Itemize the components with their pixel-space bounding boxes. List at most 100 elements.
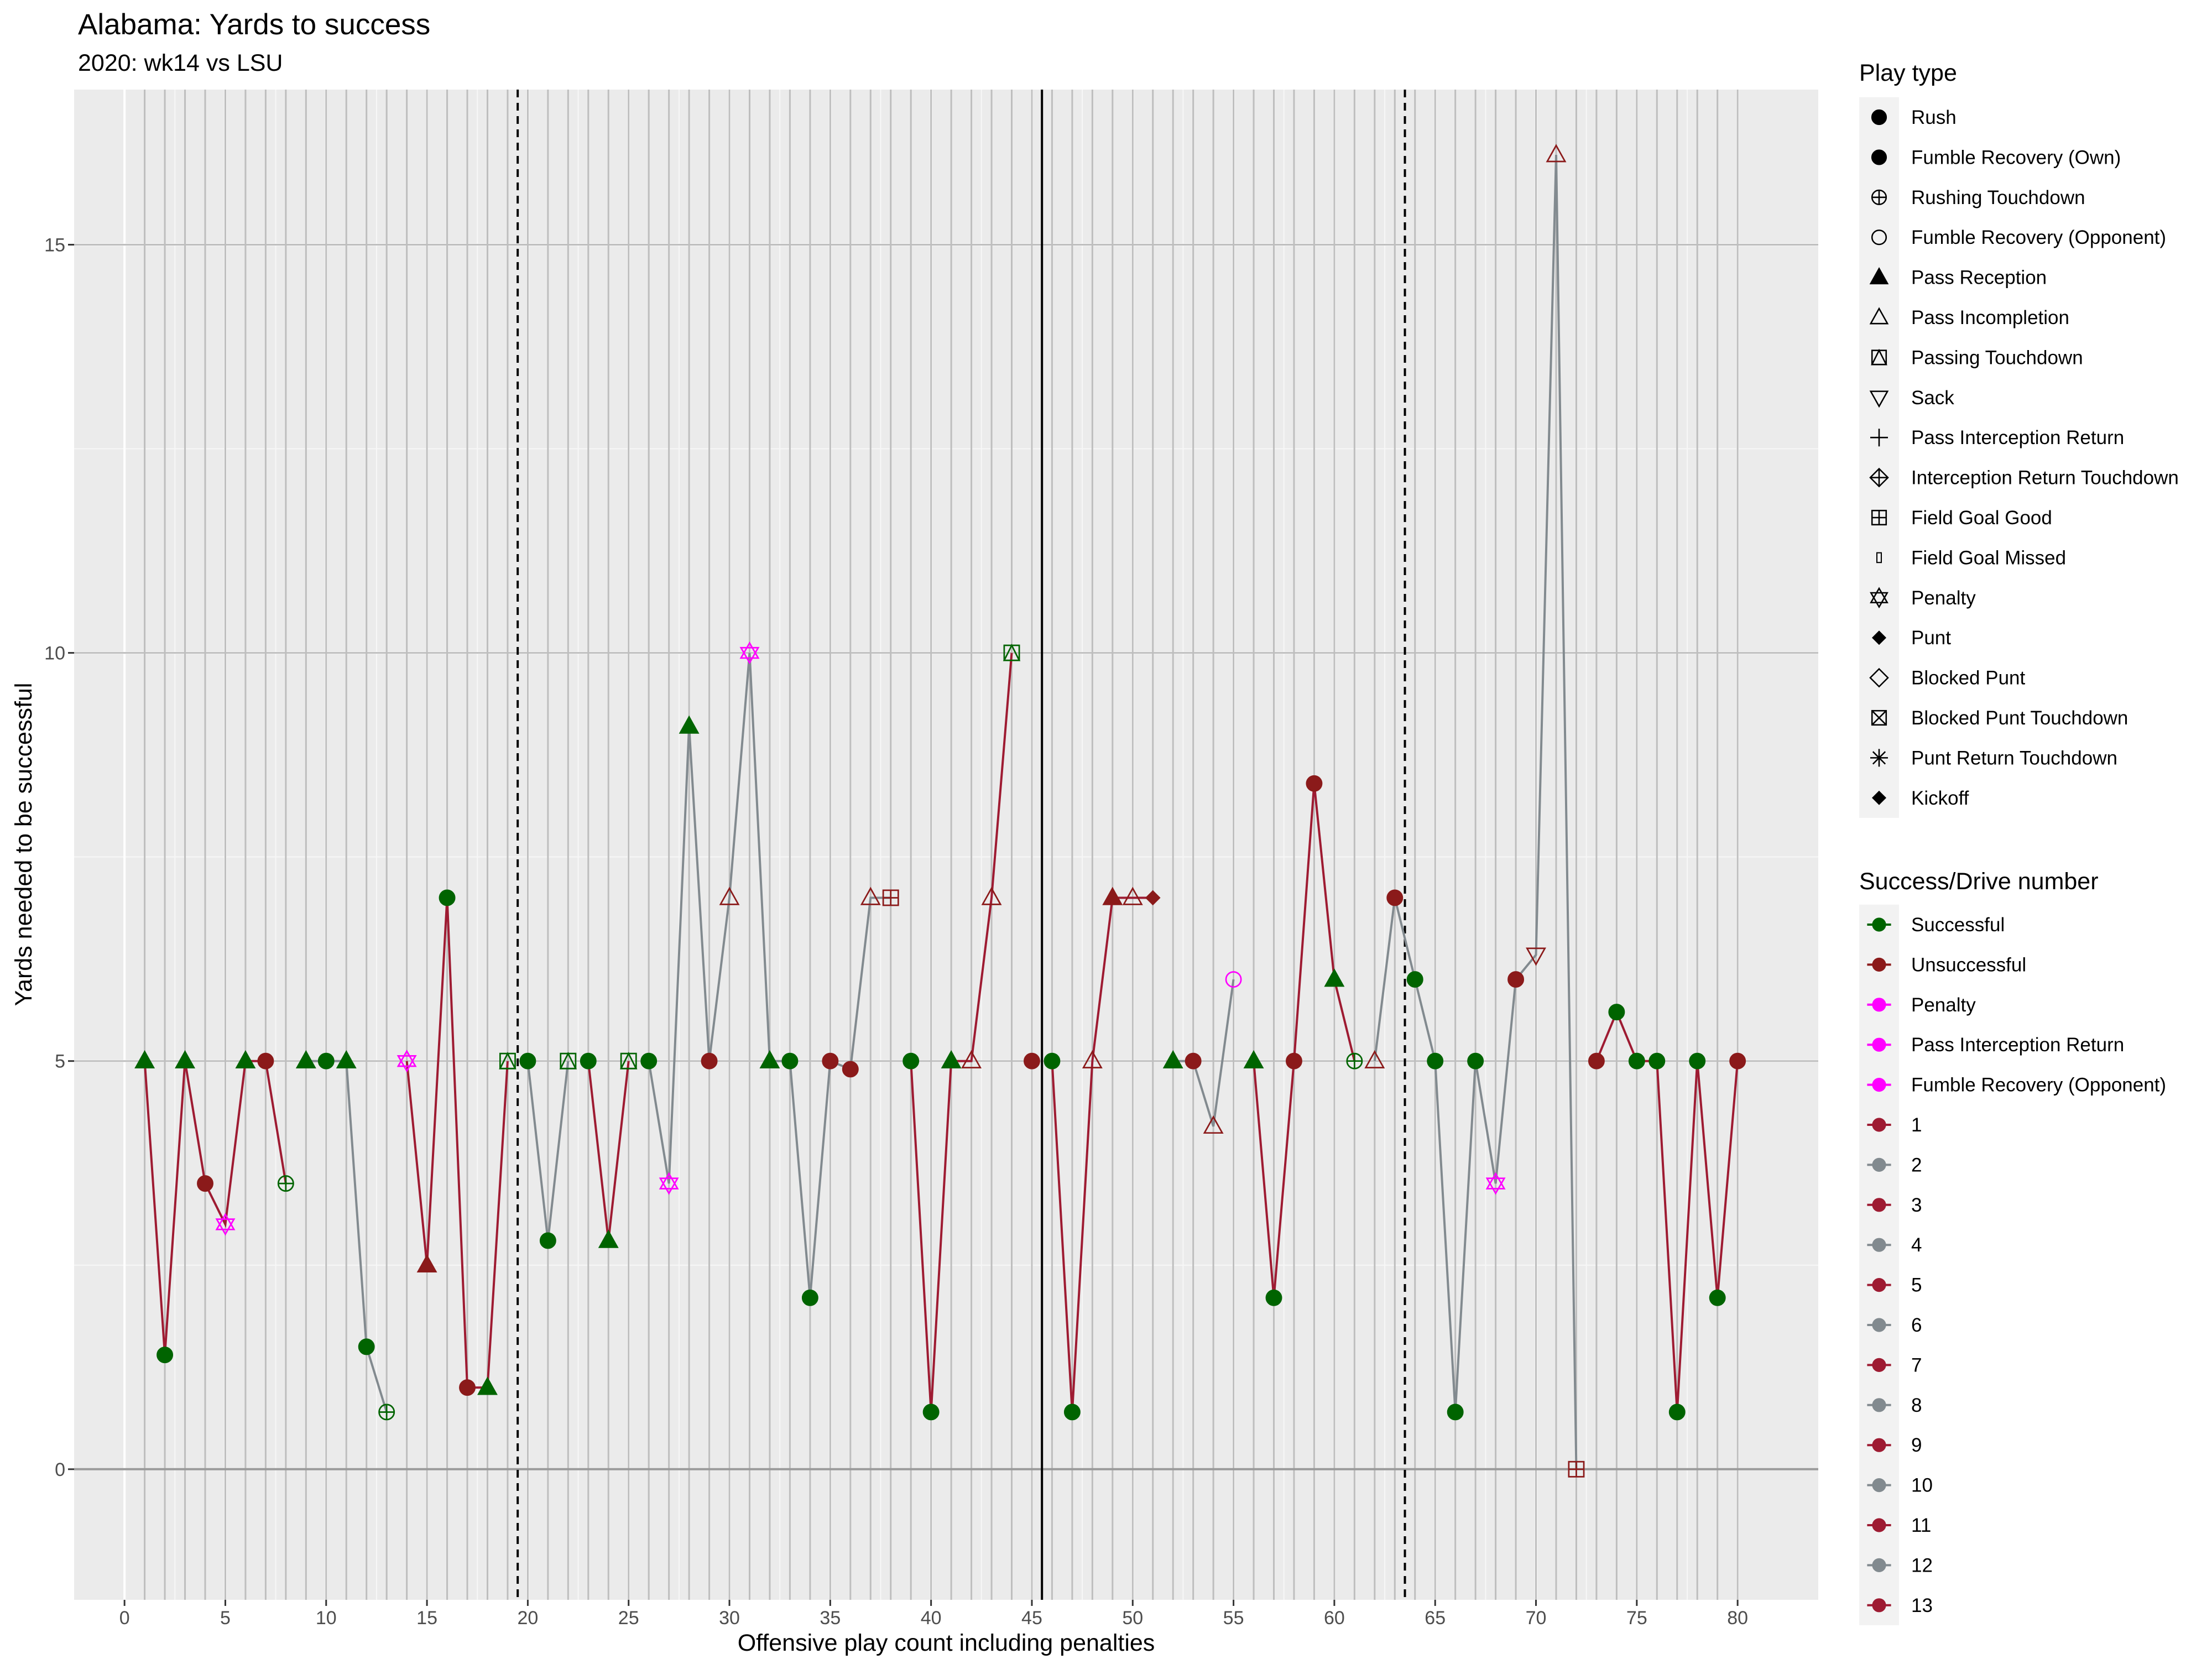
play-marker-12 (358, 1338, 375, 1355)
play-marker-28 (679, 715, 700, 734)
legend-item-label: Fumble Recovery (Opponent) (1911, 1074, 2166, 1096)
y-tick-label: 5 (55, 1051, 65, 1072)
play-marker-72 (1568, 1460, 1585, 1478)
x-tick-label: 5 (220, 1608, 231, 1629)
legend-item-label: 8 (1911, 1395, 1922, 1416)
legend-key-triangle-down-open (1869, 390, 1889, 408)
play-marker-31 (739, 641, 760, 665)
x-tick-label: 45 (1021, 1608, 1042, 1629)
legend-key-swatch (1867, 1438, 1891, 1452)
x-tick-label: 20 (517, 1608, 538, 1629)
legend-key-square-plus (1871, 509, 1887, 526)
legend-play-type: Play type Rush Fumble Recovery (Own) Rushin… (1859, 60, 2179, 818)
x-tick-label: 10 (316, 1608, 337, 1629)
play-marker-27 (659, 1172, 679, 1195)
legend-item-label: 7 (1911, 1354, 1922, 1376)
legend-item-label: Penalty (1911, 994, 1976, 1016)
legend-key-swatch (1867, 1157, 1891, 1172)
play-marker-77 (1668, 1404, 1686, 1421)
legend-key-diamond-filled (1871, 790, 1887, 805)
play-marker-66 (1447, 1404, 1464, 1421)
legend-key-triangle-filled (1869, 267, 1889, 285)
legend-key-circle-filled (1871, 149, 1887, 165)
y-axis-title: Yards needed to be successful (11, 683, 37, 1006)
play-marker-32 (759, 1050, 780, 1068)
play-marker-10 (317, 1052, 335, 1070)
play-marker-11 (336, 1050, 357, 1068)
legend-key-circle-filled (1871, 109, 1887, 126)
play-marker-41 (941, 1050, 962, 1068)
play-marker-55 (1225, 971, 1242, 988)
legend-item-label: Pass Interception Return (1911, 427, 2124, 448)
play-marker-40 (922, 1404, 940, 1421)
play-marker-23 (580, 1052, 597, 1070)
x-tick-label: 60 (1324, 1608, 1345, 1629)
play-marker-43 (981, 886, 1002, 905)
play-marker-53 (1185, 1052, 1202, 1070)
legend-key-star-of-david (1870, 587, 1888, 609)
play-marker-61 (1346, 1052, 1363, 1070)
legend-key-swatch (1867, 1318, 1891, 1332)
play-marker-15 (416, 1254, 437, 1273)
play-marker-60 (1324, 968, 1345, 987)
play-marker-56 (1243, 1050, 1264, 1068)
legend-key-swatch (1867, 1358, 1891, 1372)
legend-key-small-rect (1876, 552, 1882, 564)
play-marker-6 (235, 1050, 256, 1068)
legend-key-triangle-open (1869, 307, 1889, 325)
legend-item-label: Punt Return Touchdown (1911, 747, 2117, 769)
x-tick-label: 35 (820, 1608, 841, 1629)
legend-key-swatch (1867, 1238, 1891, 1252)
play-marker-30 (719, 886, 740, 905)
legend-item-label: Blocked Punt (1911, 667, 2026, 689)
legend-key-swatch (1867, 1398, 1891, 1412)
legend-key-circle-open (1871, 229, 1887, 246)
legend-item-label: Unsuccessful (1911, 954, 2026, 975)
play-marker-67 (1467, 1052, 1484, 1070)
y-tick-label: 10 (44, 643, 65, 664)
legend-key-swatch (1867, 1558, 1891, 1572)
play-marker-38 (882, 889, 899, 906)
y-axis: 0 5 10 15 (44, 234, 74, 1480)
play-marker-7 (257, 1052, 274, 1070)
play-marker-1 (134, 1050, 155, 1068)
play-markers (134, 144, 1746, 1478)
play-marker-20 (519, 1052, 536, 1070)
legend-item-label: 13 (1911, 1595, 1933, 1616)
play-marker-24 (598, 1229, 619, 1248)
play-marker-65 (1427, 1052, 1444, 1070)
legend-key-square-x (1871, 709, 1887, 726)
legend-success-drive: Success/Drive number Successful Unsuccessf… (1859, 868, 2166, 1625)
play-marker-50 (1122, 886, 1143, 905)
legend-item-label: 6 (1911, 1314, 1922, 1336)
legend-key-swatch (1867, 1278, 1891, 1292)
play-marker-73 (1588, 1052, 1605, 1070)
legend-item-label: 1 (1911, 1114, 1922, 1136)
legend-item-label: Fumble Recovery (Opponent) (1911, 227, 2166, 248)
play-marker-70 (1526, 947, 1546, 966)
play-marker-26 (640, 1052, 658, 1070)
chart-title: Alabama: Yards to success (78, 8, 431, 41)
legend-item-label: Blocked Punt Touchdown (1911, 707, 2128, 729)
legend-key-swatch (1867, 1037, 1891, 1052)
play-marker-76 (1648, 1052, 1666, 1070)
x-tick-label: 25 (618, 1608, 639, 1629)
legend-key-diamond-filled (1871, 630, 1887, 645)
legend-item-label: Fumble Recovery (Own) (1911, 147, 2121, 168)
legend-key-square-triangle (1871, 348, 1887, 366)
legend-key-swatch (1867, 1078, 1891, 1092)
legend-item-label: Field Goal Good (1911, 507, 2052, 529)
x-tick-label: 75 (1626, 1608, 1647, 1629)
play-marker-46 (1044, 1052, 1061, 1070)
play-marker-16 (439, 889, 456, 906)
legend-item-label: Successful (1911, 914, 2005, 936)
play-marker-54 (1203, 1115, 1224, 1134)
play-marker-22 (559, 1052, 577, 1070)
legend-item-label: Penalty (1911, 587, 1976, 609)
legend-item-label: 3 (1911, 1194, 1922, 1216)
play-marker-39 (902, 1052, 920, 1070)
play-marker-9 (295, 1050, 316, 1068)
legend-item-label: 4 (1911, 1234, 1922, 1256)
x-tick-label: 80 (1727, 1608, 1748, 1629)
x-tick-label: 70 (1526, 1608, 1547, 1629)
